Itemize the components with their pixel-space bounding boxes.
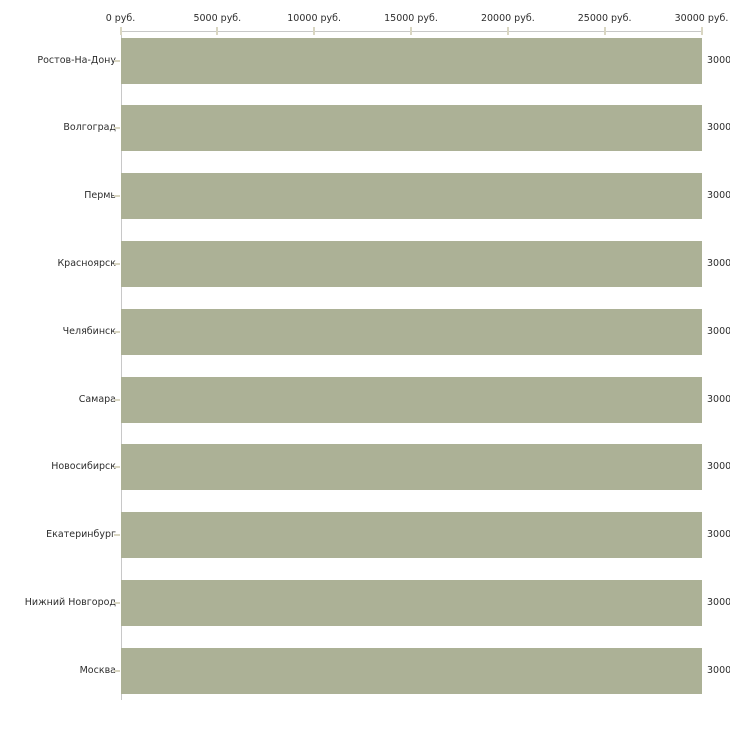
x-axis-tick [700,27,703,35]
x-axis-tick [506,27,509,35]
category-tick [114,534,120,537]
x-axis-tick [410,27,412,35]
x-axis-tick-label: 15000 руб. [384,13,438,24]
y-axis-line [120,31,122,700]
bar [121,647,702,694]
category-tick [114,466,120,469]
category-tick [114,262,120,265]
category-label: Красноярск [57,257,116,269]
value-label: 30000 [707,664,730,676]
x-axis-tick-label: 0 руб. [105,13,136,24]
bar [121,173,702,220]
value-label: 30000 [707,461,730,473]
x-axis-tick-label: 5000 руб. [193,13,242,24]
category-tick [114,195,120,198]
value-label: 30000 [707,190,730,202]
x-axis-tick-label: 30000 руб. [674,13,729,24]
value-label: 30000 [707,257,730,269]
bar [121,579,702,626]
category-tick [114,127,120,130]
value-label: 30000 [707,393,730,405]
x-axis-tick [603,27,606,35]
bar [121,376,702,423]
value-label: 30000 [707,122,730,134]
bar [121,240,702,287]
category-tick [114,601,120,604]
value-label: 30000 [707,325,730,337]
category-label: Екатеринбург [46,529,116,541]
category-tick [114,669,120,672]
category-label: Пермь [84,190,116,202]
category-tick [114,59,120,62]
category-label: Челябинск [62,325,116,337]
x-axis-tick [119,27,122,35]
x-axis-tick [313,27,316,35]
category-label: Самара [78,393,116,405]
value-label: 30000 [707,54,730,66]
bar [121,444,702,491]
x-axis-tick [216,27,219,35]
bar [121,512,702,559]
category-label: Москва [79,664,116,676]
category-label: Ростов-На-Дону [37,54,116,66]
bar [121,308,702,355]
category-label: Новосибирск [51,461,116,473]
value-label: 30000 [707,529,730,541]
bar [121,105,702,152]
category-label: Нижний Новгород [24,596,116,608]
x-axis-tick-label: 20000 руб. [480,13,535,24]
category-tick [114,398,120,401]
bar [121,37,702,84]
category-label: Волгоград [63,122,116,134]
category-tick [114,330,120,333]
x-axis-tick-label: 25000 руб. [577,13,632,24]
x-axis-tick-label: 10000 руб. [287,13,342,24]
value-label: 30000 [707,596,730,608]
